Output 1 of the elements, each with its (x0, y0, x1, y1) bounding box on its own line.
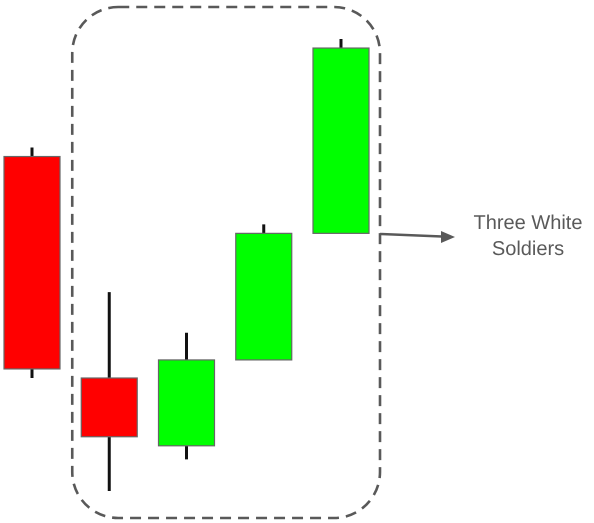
text: Three White Soldiers (474, 212, 582, 260)
